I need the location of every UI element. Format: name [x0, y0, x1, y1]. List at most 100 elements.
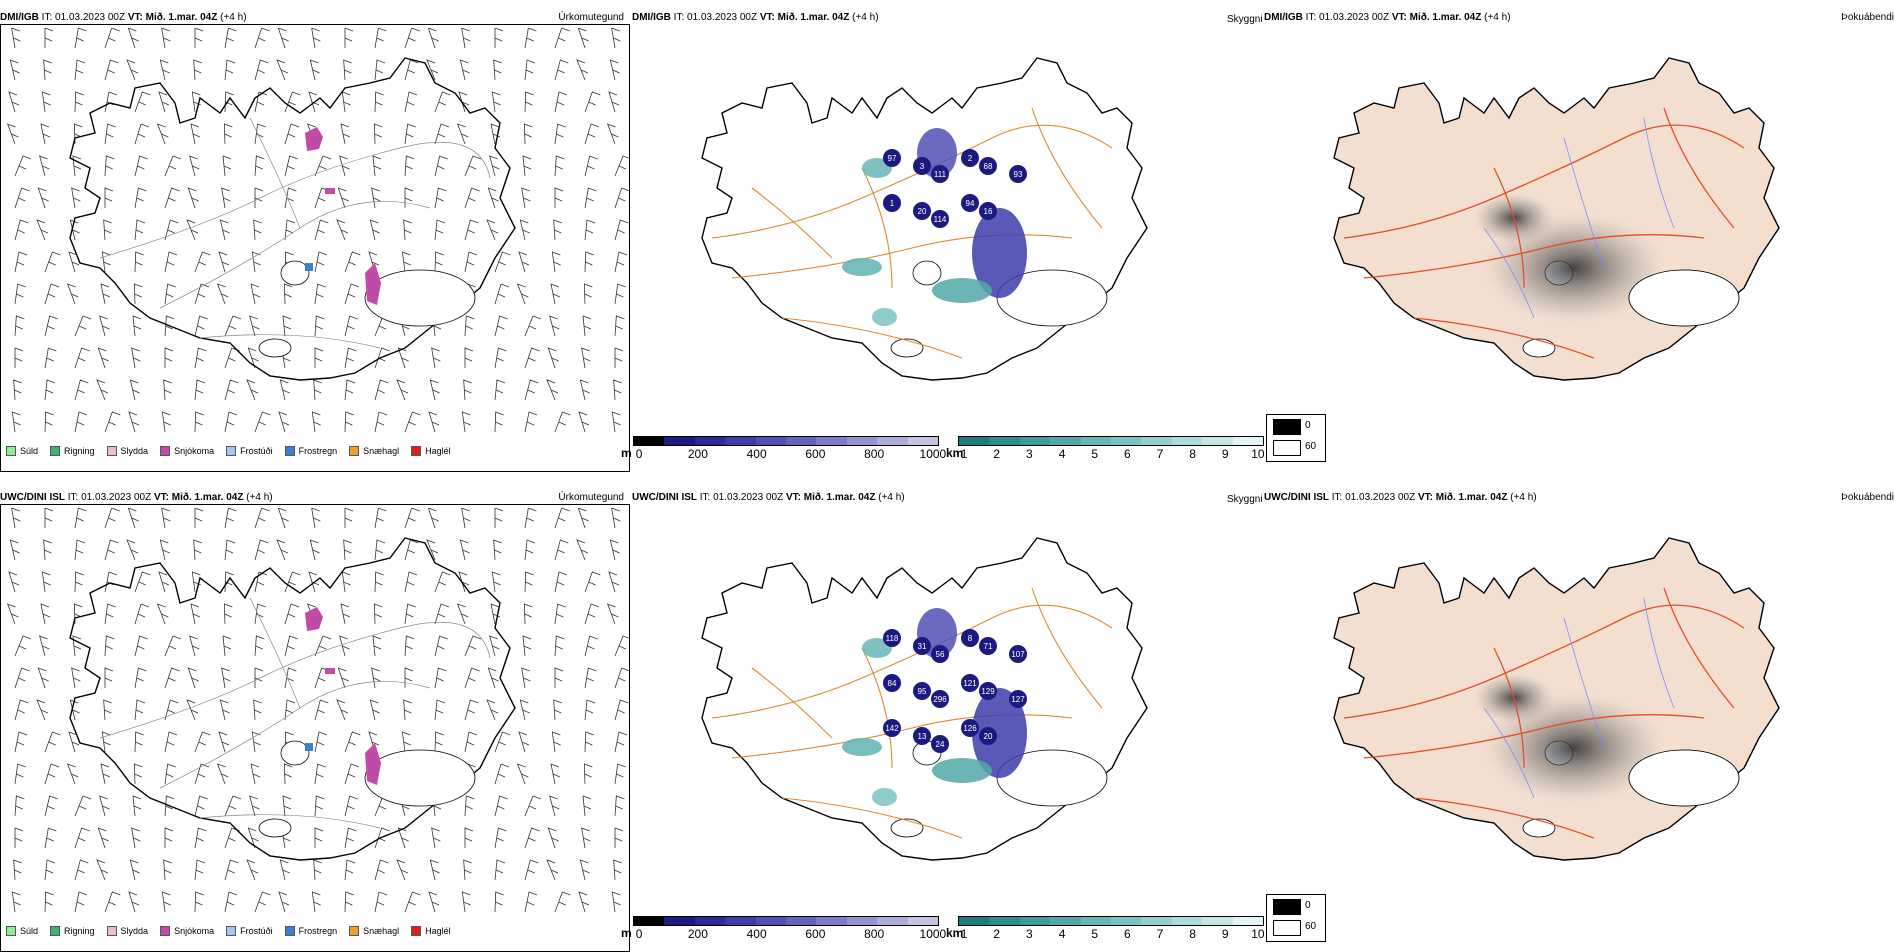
glacier-langjokull	[280, 740, 310, 766]
legend-item: Súld	[6, 926, 38, 936]
lead-time: (+4 h)	[1484, 12, 1511, 23]
visibility-label: 13	[918, 732, 927, 741]
legend-swatch	[349, 926, 360, 936]
colorbar-cell	[989, 437, 1020, 445]
colorbar-cell	[1202, 437, 1233, 445]
visibility-label-dot	[1009, 165, 1027, 183]
fog-label-max: 0	[1305, 900, 1311, 911]
colorbar-cell	[664, 917, 695, 925]
legend-item: Frostúði	[226, 446, 273, 456]
visibility-m-colorbar: 0 200 400 600 800 1000 m	[621, 916, 946, 941]
colorbar-tick-label: 400	[746, 447, 767, 461]
colorbar-tick-label: 3	[1026, 927, 1033, 941]
vt-label: VT:	[1391, 12, 1407, 23]
it-label: IT:	[673, 12, 685, 23]
visibility-label-dot	[883, 674, 901, 692]
model-name: UWC/DINI ISL	[0, 492, 65, 503]
glacier-myrdalsjokull	[258, 818, 292, 838]
fog-index-legend: 0 60	[1266, 894, 1326, 942]
legend-swatch	[50, 446, 61, 456]
freezing-rain-area	[305, 743, 313, 751]
legend-label: Frostregn	[298, 446, 338, 456]
colorbar-tick-label: 4	[1058, 927, 1066, 941]
fog-label-min: 60	[1305, 441, 1317, 452]
legend-item: Rigning	[50, 446, 95, 456]
colorbar-cell	[1232, 437, 1264, 445]
panel-top-precip-type: DMI/IGB IT: 01.03.2023 00Z VT: Mið. 1.ma…	[0, 10, 630, 472]
colorbar-ticks: 1 2 3 4 5 6 7 8 9 10	[958, 926, 1265, 941]
visibility-km-colorbar: 1 2 3 4 5 6 7 8 9 10 km	[946, 916, 1265, 941]
legend-swatch	[349, 446, 360, 456]
visibility-label-dot	[883, 719, 901, 737]
visibility-label-dot	[913, 727, 931, 745]
colorbar-tick-label: 800	[864, 447, 885, 461]
colorbar-cells	[633, 916, 939, 926]
visibility-label: 71	[984, 642, 993, 651]
visibility-label-dot	[913, 157, 931, 175]
colorbar-cell	[989, 917, 1020, 925]
legend-item: Súld	[6, 446, 38, 456]
init-time: 01.03.2023 00Z	[1319, 12, 1390, 23]
visibility-label: 142	[885, 724, 899, 733]
it-label: IT:	[699, 492, 711, 503]
roads	[99, 117, 491, 349]
colorbar-cell	[1171, 437, 1203, 445]
colorbar-tick-label: 9	[1221, 927, 1229, 941]
visibility-area	[872, 788, 897, 806]
colorbar-ticks: 0 200 400 600 800 1000	[633, 926, 946, 941]
model-name: UWC/DINI ISL	[1264, 492, 1329, 503]
colorbar-cell	[786, 917, 817, 925]
roads	[1343, 587, 1745, 839]
valid-time: Mið. 1.mar. 04Z	[1409, 12, 1482, 23]
fog-swatch-min	[1273, 920, 1301, 936]
glacier-vatnajokull	[1628, 749, 1740, 807]
colorbar-cell	[755, 917, 787, 925]
snow-area	[305, 127, 323, 151]
visibility-label: 68	[984, 162, 993, 171]
colorbar-tick-label: 5	[1091, 447, 1099, 461]
fog-label-max: 0	[1305, 420, 1311, 431]
visibility-label: 127	[1011, 695, 1025, 704]
lead-time: (+4 h)	[220, 12, 247, 23]
colorbar-tick-label: 0	[635, 447, 643, 461]
visibility-label-dot	[931, 645, 949, 663]
legend-item: Haglél	[411, 446, 451, 456]
colorbar-tick-label: 6	[1123, 927, 1131, 941]
panel-bottom-precip-type: UWC/DINI ISL IT: 01.03.2023 00Z VT: Mið.…	[0, 490, 630, 952]
visibility-km-colorbar: 1 2 3 4 5 6 7 8 9 10 km	[946, 436, 1265, 461]
visibility-label-dot	[913, 637, 931, 655]
legend-label: Slydda	[120, 446, 149, 456]
lead-time: (+4 h)	[1510, 492, 1537, 503]
glacier-myrdalsjokull	[890, 338, 924, 358]
visibility-label: 20	[984, 732, 993, 741]
panel-title: Úrkomutegund	[558, 492, 624, 503]
colorbar-unit: m	[621, 446, 632, 460]
visibility-label-dot	[931, 210, 949, 228]
colorbar-cell	[1080, 917, 1112, 925]
legend-swatch	[284, 446, 295, 456]
visibility-label-dot	[931, 735, 949, 753]
glacier-myrdalsjokull	[1522, 818, 1556, 838]
legend-swatch	[106, 926, 117, 936]
lead-time: (+4 h)	[246, 492, 273, 503]
vt-label: VT:	[759, 12, 775, 23]
glacier-myrdalsjokull	[1522, 338, 1556, 358]
legend-label: Snæhagl	[363, 926, 400, 936]
legend-swatch	[411, 446, 422, 456]
visibility-label-dot	[979, 727, 997, 745]
legend-item: Haglél	[411, 926, 451, 936]
colorbar-cell	[907, 917, 939, 925]
panel-bottom-fog-index: UWC/DINI ISL IT: 01.03.2023 00Z VT: Mið.…	[1264, 490, 1894, 950]
init-time: 01.03.2023 00Z	[687, 12, 758, 23]
visibility-label-dot	[931, 690, 949, 708]
visibility-label: 93	[1014, 170, 1023, 179]
panel-header: DMI/IGB IT: 01.03.2023 00Z VT: Mið. 1.ma…	[632, 10, 1262, 26]
iceland-map-fog	[1333, 57, 1780, 381]
legend-item: Snjókoma	[160, 446, 214, 456]
colorbar-cell	[786, 437, 817, 445]
colorbar-cell	[755, 437, 787, 445]
legend-label: Snjókoma	[174, 446, 215, 456]
lead-time: (+4 h)	[852, 12, 879, 23]
legend-item: Frostregn	[284, 446, 338, 456]
visibility-label-dot	[883, 149, 901, 167]
